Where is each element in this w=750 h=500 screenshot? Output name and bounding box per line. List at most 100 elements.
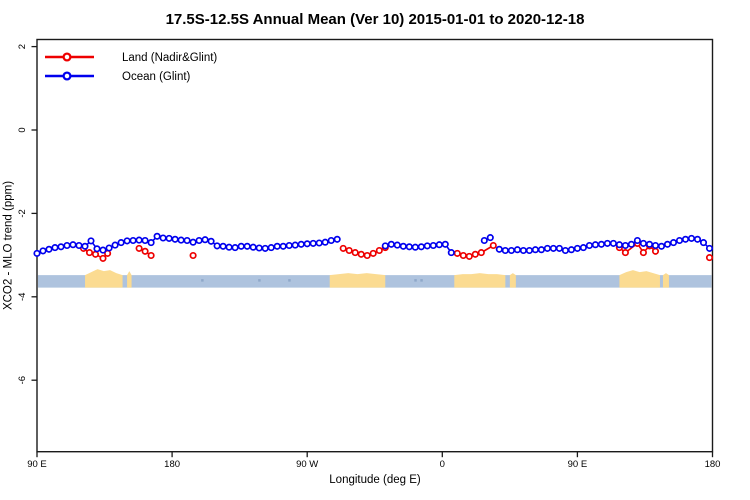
land-series-point [477, 249, 485, 257]
ocean-series-point [480, 236, 488, 245]
land-strip-patch [662, 273, 669, 288]
island-speckle [201, 279, 204, 282]
ocean-series-point [297, 240, 305, 248]
ocean-series-point [33, 249, 41, 257]
ocean-series-point [303, 240, 311, 248]
ocean-series-point [486, 234, 494, 242]
ocean-series-point [663, 240, 672, 248]
ocean-series-point [225, 243, 233, 251]
ocean-series-point [129, 236, 137, 245]
ocean-series-point [423, 242, 431, 250]
land-strip-patch [454, 273, 506, 288]
ocean-series-point [591, 241, 599, 249]
ocean-series-point [171, 235, 179, 243]
ocean-series-point [441, 240, 449, 248]
ocean-series-point [75, 241, 83, 250]
land-series-point [99, 254, 107, 262]
ocean-series-point [123, 237, 131, 245]
ocean-series-point [207, 237, 215, 245]
ocean-series-point [201, 236, 209, 244]
ocean-series-point [633, 236, 641, 245]
ocean-series-point [237, 242, 245, 250]
ocean-series-point [255, 244, 263, 252]
land-series-point [351, 249, 359, 257]
ocean-series-point [267, 244, 275, 252]
ocean-series-point [687, 234, 696, 242]
ocean-series-point [189, 238, 197, 246]
x-tick-label: 90 W [296, 459, 318, 470]
ocean-series-point [93, 245, 101, 253]
ocean-series-point [261, 244, 269, 252]
ocean-series-point [183, 236, 191, 245]
ocean-series-point [405, 243, 413, 251]
ocean-series-point [231, 244, 239, 252]
ocean-series-point [519, 246, 527, 255]
legend-sample-marker [62, 52, 72, 62]
ocean-series-point [561, 246, 569, 255]
land-series-point [465, 252, 473, 260]
ocean-series-point [399, 242, 407, 250]
land-series-point [135, 244, 143, 252]
ocean-series-point [279, 242, 287, 250]
ocean-series-point [699, 239, 708, 247]
x-axis-title: Longitude (deg E) [329, 474, 421, 486]
ocean-series-point [315, 239, 323, 247]
ocean-series-point [639, 239, 647, 247]
land-series-point [189, 251, 197, 260]
land-series-point [339, 244, 347, 252]
ocean-series-point [273, 242, 281, 250]
chart-title: 17.5S-12.5S Annual Mean (Ver 10) 2015-01… [165, 11, 585, 28]
ocean-series-point [219, 242, 227, 250]
ocean-series-point [669, 239, 678, 247]
land-series-point [651, 247, 660, 255]
island-speckle [288, 279, 291, 282]
ocean-series-point [597, 240, 605, 248]
ocean-series-point [573, 244, 581, 252]
island-speckle [258, 279, 261, 282]
ocean-series-point [153, 232, 161, 240]
ocean-series-point [69, 241, 77, 249]
ocean-series-point [381, 242, 389, 250]
ocean-series-point [705, 244, 714, 252]
ocean-series-point [501, 246, 509, 255]
ocean-series-point [609, 239, 617, 247]
ocean-series-point [285, 241, 293, 250]
ocean-series-point [693, 235, 702, 243]
ocean-series-point [99, 246, 107, 254]
x-tick-label: 0 [440, 459, 445, 470]
ocean-series-point [243, 242, 251, 250]
land-series-point [357, 250, 365, 258]
ocean-series-point [549, 244, 557, 252]
land-series-point [453, 249, 461, 257]
y-tick-label: 0 [17, 127, 28, 132]
ocean-series-point [681, 235, 690, 243]
ocean-series-point [645, 240, 654, 248]
plot-border [36, 38, 714, 453]
ocean-series-point [651, 241, 660, 250]
land-series-point [363, 251, 371, 260]
land-series-point [459, 251, 467, 260]
ocean-series-point [531, 246, 539, 254]
y-tick-label: -6 [17, 376, 28, 384]
land-series-point [345, 246, 353, 255]
ocean-series-point [39, 247, 47, 255]
ocean-series-point [327, 236, 335, 245]
ocean-series-point [159, 234, 167, 242]
ocean-series-point [555, 244, 563, 252]
ocean-series-point [57, 243, 65, 251]
ocean-series-point [621, 241, 629, 250]
land-series-point [705, 254, 714, 262]
ocean-series-point [291, 241, 299, 249]
y-tick-label: -4 [17, 293, 28, 301]
y-tick-label: -2 [17, 209, 28, 217]
ocean-series-point [105, 244, 113, 252]
land-series-point [489, 241, 497, 250]
ocean-series-point [63, 241, 71, 250]
land-strip-patch [509, 273, 516, 288]
ocean-series-point [393, 241, 401, 249]
legend-sample-marker [62, 71, 72, 81]
ocean-series-point [537, 246, 545, 254]
ocean-series-point [165, 234, 173, 242]
ocean-series-point [675, 236, 684, 245]
